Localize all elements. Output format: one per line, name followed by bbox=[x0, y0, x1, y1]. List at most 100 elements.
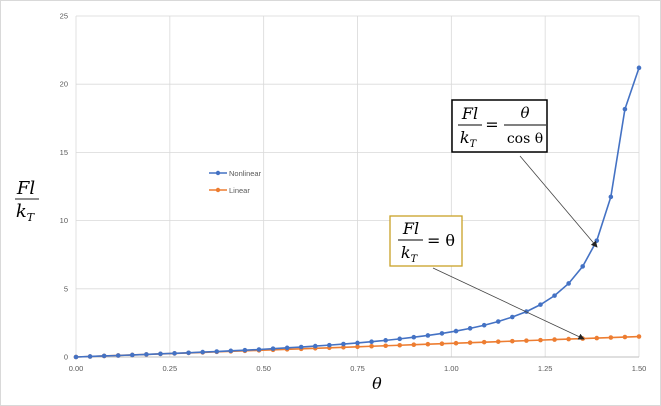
legend-label-linear: Linear bbox=[229, 186, 250, 195]
y-tick-label: 20 bbox=[60, 80, 68, 89]
y-tick-labels: 0 5 10 15 20 25 bbox=[60, 12, 68, 362]
data-point-nonlinear bbox=[425, 333, 431, 338]
eq2-lhs-numerator: Fl bbox=[402, 219, 419, 238]
data-point-nonlinear bbox=[636, 65, 642, 71]
x-tick-label: 0.00 bbox=[69, 364, 84, 373]
data-point-nonlinear bbox=[101, 353, 107, 359]
eq2-rhs: = θ bbox=[427, 231, 455, 250]
eq2-subscript: T bbox=[411, 254, 419, 265]
data-point-nonlinear bbox=[580, 264, 585, 269]
data-point-linear bbox=[369, 343, 374, 349]
data-point-nonlinear bbox=[228, 348, 234, 354]
data-point-nonlinear bbox=[214, 349, 220, 354]
data-point-nonlinear bbox=[594, 238, 600, 243]
data-point-linear bbox=[383, 343, 388, 349]
data-point-nonlinear bbox=[242, 347, 248, 353]
data-point-nonlinear bbox=[130, 352, 135, 358]
x-tick-labels: 0.00 0.25 0.50 0.75 1.00 1.25 1.50 bbox=[69, 364, 647, 373]
y-label-denominator-k: k bbox=[16, 201, 27, 222]
data-point-nonlinear bbox=[341, 341, 346, 347]
data-point-linear bbox=[411, 342, 417, 348]
x-tick-label: 0.50 bbox=[256, 364, 271, 373]
data-point-nonlinear bbox=[270, 346, 276, 351]
eq1-k: k bbox=[460, 128, 470, 147]
x-tick-label: 1.25 bbox=[538, 364, 553, 373]
data-point-nonlinear bbox=[200, 349, 205, 355]
data-point-nonlinear bbox=[312, 343, 318, 349]
data-point-nonlinear bbox=[158, 351, 163, 357]
y-label-subscript: T bbox=[27, 211, 36, 224]
gridlines bbox=[76, 15, 640, 357]
legend: Nonlinear Linear bbox=[209, 169, 262, 195]
x-tick-label: 0.75 bbox=[350, 364, 365, 373]
y-tick-label: 5 bbox=[64, 284, 68, 293]
data-point-linear bbox=[481, 339, 487, 345]
data-point-nonlinear bbox=[552, 293, 557, 298]
data-point-linear bbox=[538, 337, 543, 343]
series-group bbox=[73, 65, 642, 360]
data-point-linear bbox=[355, 344, 360, 350]
legend-marker-nonlinear bbox=[215, 170, 221, 176]
data-point-nonlinear bbox=[115, 353, 121, 358]
data-point-nonlinear bbox=[566, 281, 571, 286]
data-point-nonlinear bbox=[144, 352, 149, 357]
data-point-linear bbox=[467, 340, 473, 345]
data-point-nonlinear bbox=[284, 345, 290, 351]
data-point-nonlinear bbox=[298, 344, 304, 350]
data-point-linear bbox=[566, 336, 571, 342]
data-point-linear bbox=[397, 342, 403, 348]
data-point-nonlinear bbox=[467, 326, 473, 331]
data-point-linear bbox=[524, 338, 529, 343]
y-label-denominator: kT bbox=[16, 201, 36, 224]
x-tick-label: 1.50 bbox=[632, 364, 647, 373]
eq1-equals: = bbox=[485, 115, 498, 134]
eq1-lhs-denominator: kT bbox=[460, 128, 478, 150]
eq1-rhs-numerator: θ bbox=[520, 104, 529, 122]
data-point-nonlinear bbox=[411, 334, 417, 340]
annotation-box-linear bbox=[389, 215, 463, 267]
eq1-subscript: T bbox=[470, 139, 478, 150]
data-point-nonlinear bbox=[73, 354, 79, 360]
data-point-linear bbox=[341, 344, 346, 350]
y-tick-label: 15 bbox=[60, 148, 68, 157]
data-point-nonlinear bbox=[355, 340, 360, 346]
legend-item-nonlinear: Nonlinear bbox=[209, 169, 262, 178]
y-tick-label: 25 bbox=[60, 12, 68, 21]
data-point-linear bbox=[636, 334, 642, 339]
data-point-linear bbox=[622, 334, 628, 340]
data-point-nonlinear bbox=[256, 347, 262, 352]
data-point-nonlinear bbox=[538, 302, 543, 307]
data-point-nonlinear bbox=[369, 339, 374, 345]
axes bbox=[75, 16, 639, 358]
x-tick-label: 0.25 bbox=[163, 364, 178, 373]
data-point-linear bbox=[608, 335, 614, 340]
x-tick-label: 1.00 bbox=[444, 364, 459, 373]
data-point-linear bbox=[453, 340, 459, 346]
eq2-k: k bbox=[401, 243, 411, 262]
annotation-box-nonlinear bbox=[451, 99, 548, 153]
data-point-nonlinear bbox=[510, 314, 515, 320]
data-point-nonlinear bbox=[186, 350, 191, 356]
data-point-linear bbox=[425, 341, 431, 347]
legend-marker-linear bbox=[215, 187, 221, 193]
data-point-linear bbox=[594, 335, 600, 341]
data-point-nonlinear bbox=[608, 194, 614, 200]
data-point-nonlinear bbox=[172, 351, 177, 356]
data-point-nonlinear bbox=[495, 319, 501, 324]
y-tick-label: 10 bbox=[60, 216, 68, 225]
y-tick-label: 0 bbox=[64, 353, 68, 362]
data-point-nonlinear bbox=[453, 328, 459, 334]
x-axis-label: θ bbox=[372, 374, 382, 393]
eq1-rhs-denominator: cos θ bbox=[507, 131, 543, 147]
data-point-nonlinear bbox=[383, 338, 388, 343]
annotation-arrow-nonlinear bbox=[519, 155, 598, 248]
data-point-linear bbox=[510, 338, 515, 344]
annotation-arrow-linear bbox=[432, 267, 585, 340]
data-point-nonlinear bbox=[481, 322, 487, 328]
data-point-linear bbox=[495, 339, 501, 344]
annotation-linear-equation: Fl kT = θ bbox=[389, 215, 463, 267]
y-label-numerator: Fl bbox=[16, 178, 35, 199]
eq1-lhs-numerator: Fl bbox=[461, 104, 478, 123]
